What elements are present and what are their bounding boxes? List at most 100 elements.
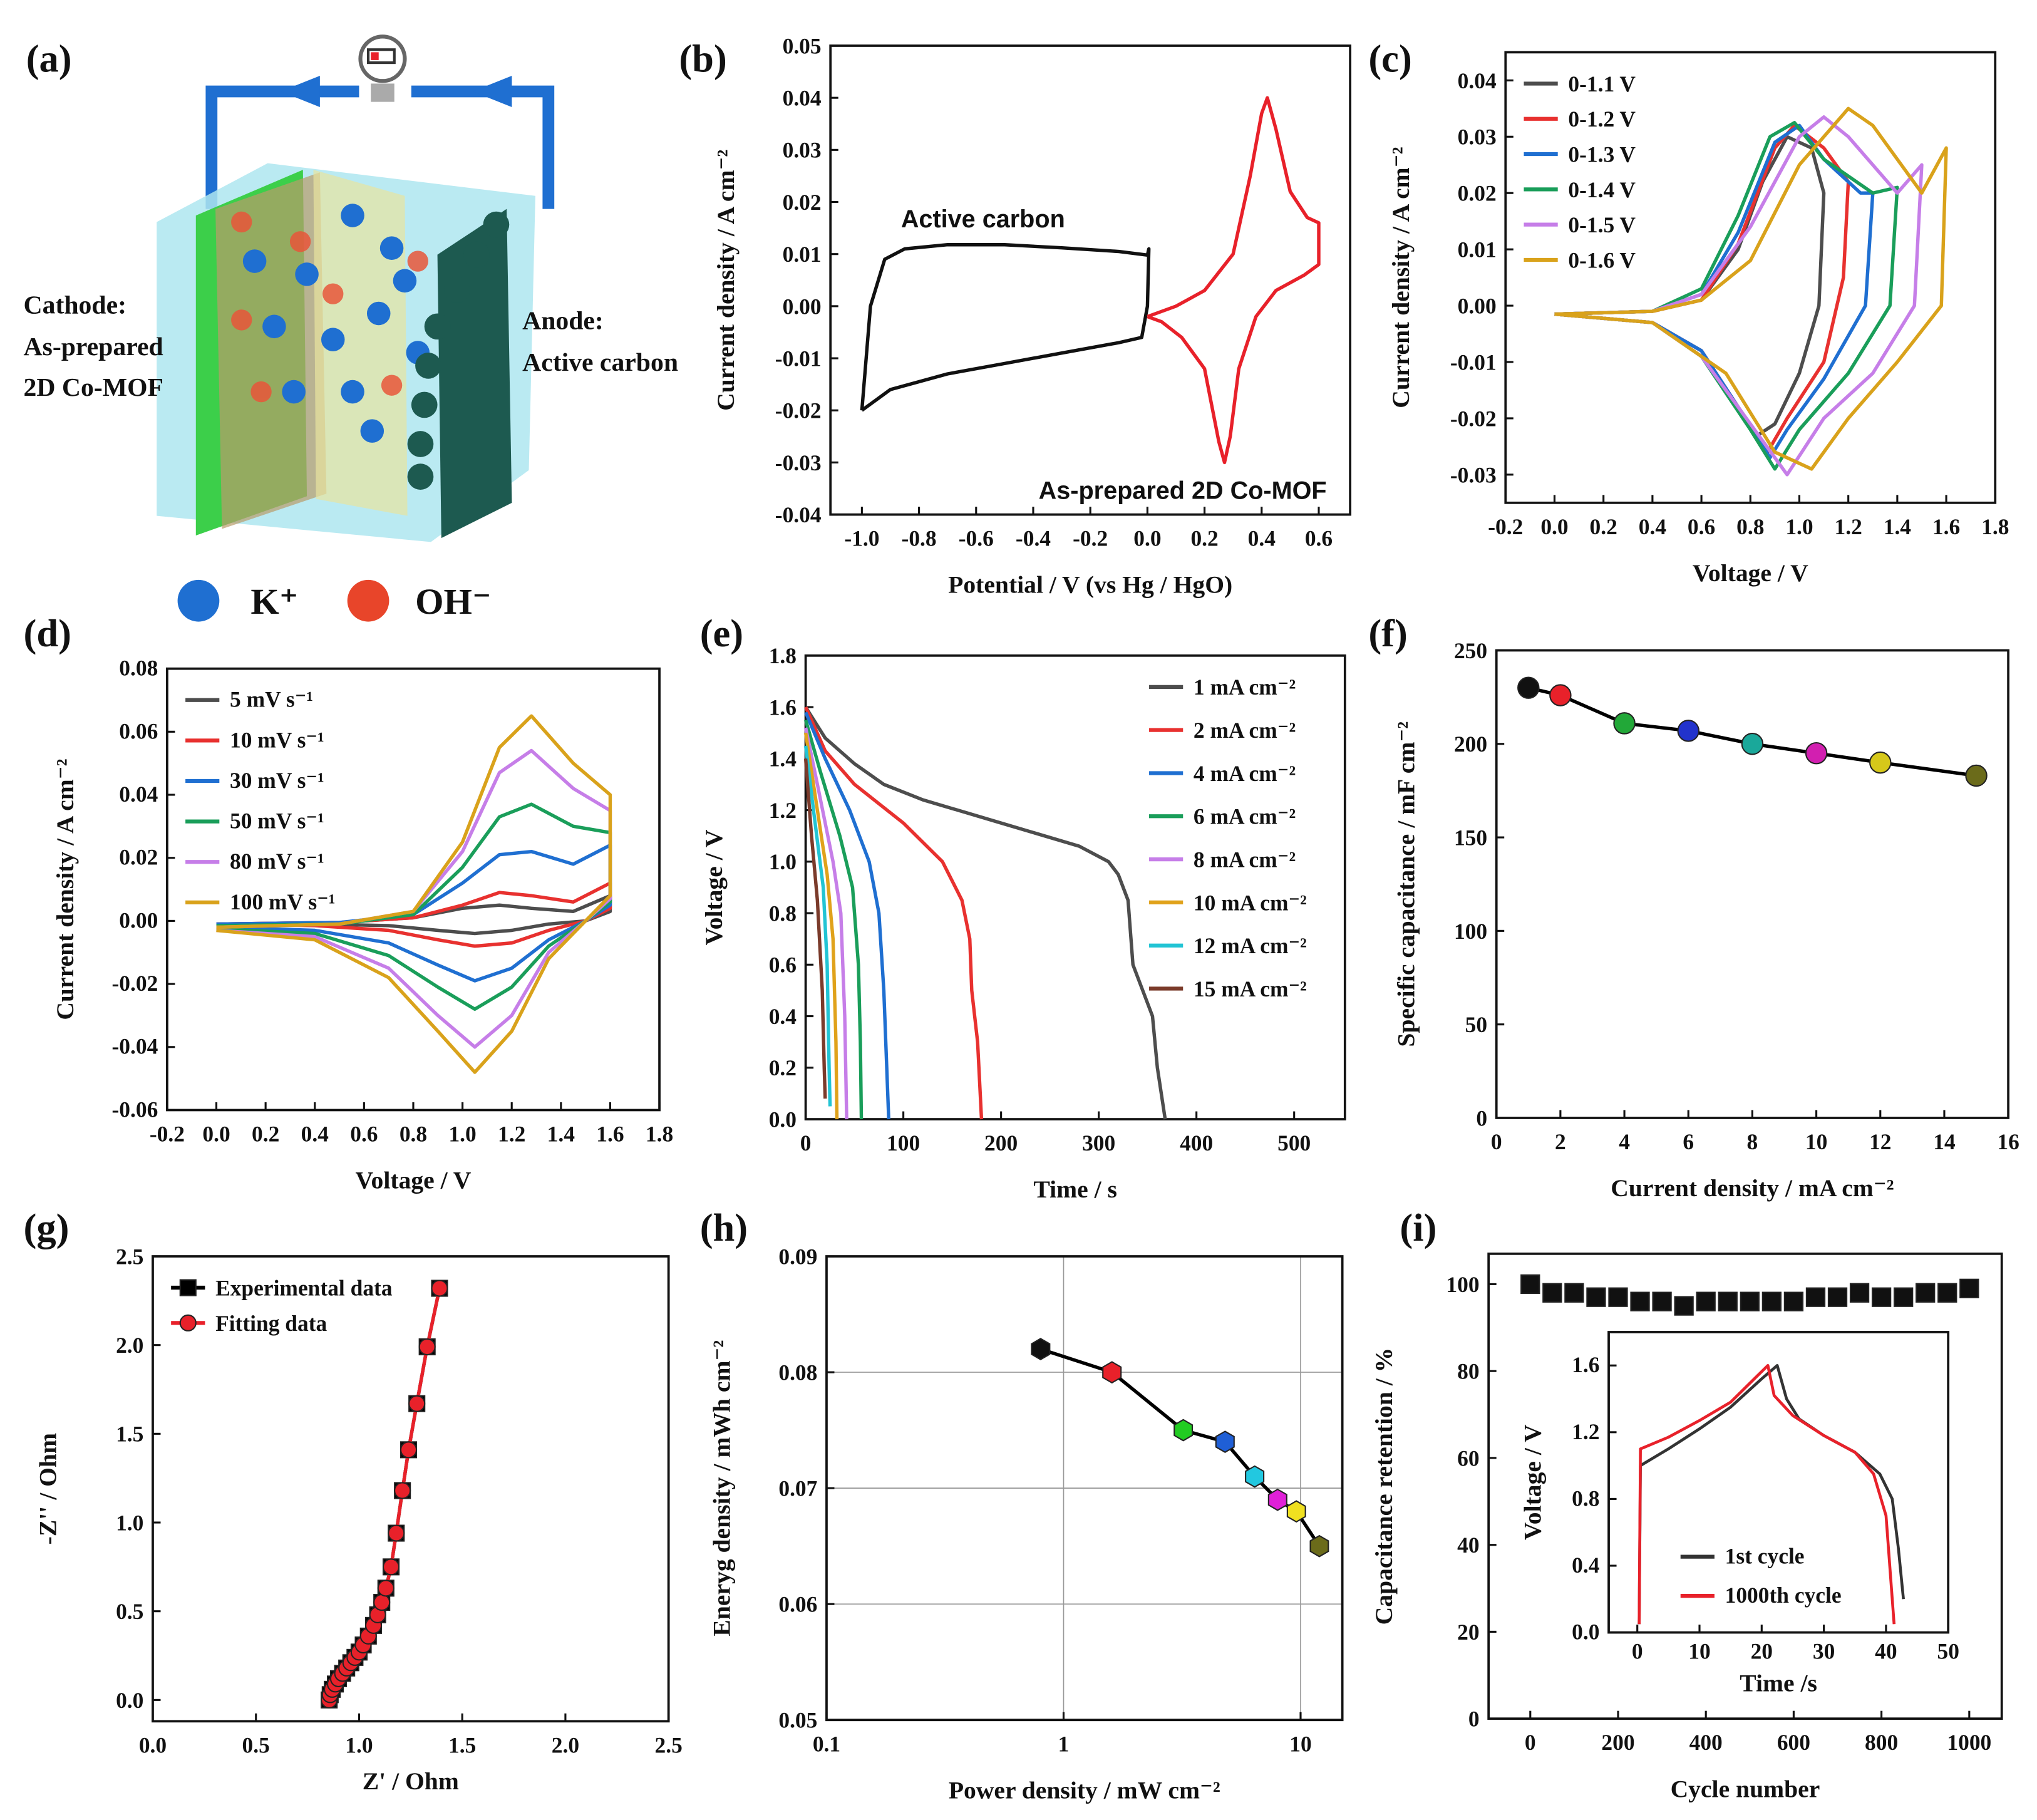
marker [1761,1291,1782,1311]
legend-label: 0-1.5 V [1568,212,1636,237]
y-tick-label: 100 [1454,919,1487,944]
x-tick-label: 1.5 [448,1732,476,1757]
series-line [1554,121,1899,471]
legend-label: 0-1.3 V [1568,142,1636,167]
legend-label: 15 mA cm⁻² [1194,976,1307,1001]
marker [1937,1283,1957,1303]
marker [1894,1287,1914,1307]
marker [1849,1283,1870,1303]
x-tick-label: 10 [1805,1129,1827,1154]
y-tick-label: -0.01 [1450,349,1497,375]
y-tick-label: 0.0 [1572,1620,1599,1645]
y-tick-label: 0.8 [769,901,797,926]
series-line [1147,96,1321,465]
series-line [216,881,612,948]
marker [1102,1361,1122,1384]
marker [1564,1283,1584,1303]
x-tick-label: 0.6 [350,1122,378,1147]
panel-label: (b) [679,37,726,81]
x-tick-label: 16 [1997,1129,2019,1154]
marker [408,1395,426,1412]
series-line [216,843,612,983]
panel-label: (d) [24,611,71,655]
marker [1613,712,1636,735]
legend-label: 1 mA cm⁻² [1194,675,1296,700]
y-tick-label: 150 [1454,825,1487,850]
x-tick-label: 2 [1555,1129,1566,1154]
marker [1674,1296,1694,1316]
plot-frame [1504,51,1997,504]
x-tick-label: 0 [1491,1129,1502,1154]
y-tick-label: 0 [1468,1707,1480,1732]
y-tick-label: 2.0 [116,1333,143,1358]
x-tick-label: 0.6 [1688,514,1715,539]
y-tick-label: 0.05 [778,1708,817,1733]
y-tick-label: -0.03 [775,450,822,475]
y-tick-label: 0.0 [769,1107,797,1132]
x-tick-label: -0.8 [902,526,937,551]
x-tick-label: 800 [1865,1730,1898,1755]
y-axis-label: Current density / A cm⁻² [1387,147,1415,408]
series-line [860,243,1151,412]
y-tick-label: 0.00 [1458,293,1497,318]
x-tick-label: 0 [1525,1730,1536,1755]
marker [1871,1287,1892,1307]
panel-label: (f) [1368,611,1408,655]
x-tick-label: 1000 [1947,1730,1991,1755]
y-tick-label: -0.03 [1450,462,1497,487]
x-tick-label: 0.0 [139,1732,167,1757]
x-tick-label: 0.0 [1133,526,1161,551]
series-line [216,714,612,1074]
y-tick-label: 0.01 [783,242,822,267]
marker [1173,1419,1194,1442]
marker [1031,1338,1051,1360]
x-tick-label: 1.0 [1785,514,1813,539]
cathode-label: 2D Co-MOF [24,373,163,402]
marker [1783,1291,1804,1311]
plot-area [805,655,1345,1120]
legend-label: 100 mV s⁻¹ [230,889,335,914]
x-tick-label: 1.0 [345,1732,373,1757]
y-tick-label: 80 [1457,1359,1479,1384]
x-tick-label: 0.2 [1190,526,1218,551]
plot-frame [1487,1252,2003,1720]
x-tick-label: 4 [1619,1129,1630,1154]
legend-label: 4 mA cm⁻² [1194,761,1296,786]
x-axis-label: Cycle number [1671,1775,1820,1802]
x-tick-label: 400 [1180,1130,1213,1156]
x-tick-label: 1.2 [1835,514,1862,539]
y-tick-label: 60 [1457,1445,1479,1471]
series-line [1554,115,1924,477]
y-tick-label: 0.08 [778,1360,817,1385]
legend-k [177,579,220,622]
x-tick-label: -0.2 [1488,514,1523,539]
marker [1959,1278,1979,1298]
x-tick-label: 1.8 [1981,514,2009,539]
series-line [1637,1363,1896,1625]
y-axis-label: -Z'' / Ohm [34,1433,62,1544]
x-tick-label: 100 [887,1130,920,1156]
plot-frame [152,1255,670,1723]
legend-label: 6 mA cm⁻² [1194,804,1296,829]
legend-label: K⁺ [250,581,298,622]
x-tick-label: 600 [1777,1730,1810,1755]
x-tick-label: 0.0 [1540,514,1568,539]
bulb-base [371,83,395,102]
legend-label: OH⁻ [415,581,492,622]
legend-label: 2 mA cm⁻² [1194,718,1296,743]
marker [1677,720,1699,742]
x-tick-label: 14 [1933,1129,1956,1154]
bulb [358,34,407,83]
x-tick-label: 300 [1082,1130,1115,1156]
y-tick-label: 0.04 [783,86,822,111]
marker [1805,1287,1826,1307]
y-tick-label: 1.2 [769,798,797,823]
x-tick-label: 6 [1683,1129,1694,1154]
x-tick-label: -0.6 [959,526,994,551]
legend-label: 10 mA cm⁻² [1194,890,1307,915]
y-tick-label: 0.02 [119,845,158,870]
schematic: (a) Cathode: As-prepared 2D Co-MOF Anode… [24,34,678,622]
legend-label: 12 mA cm⁻² [1194,933,1307,958]
x-tick-label: 0.4 [301,1122,329,1147]
legend-label: 80 mV s⁻¹ [230,849,324,874]
